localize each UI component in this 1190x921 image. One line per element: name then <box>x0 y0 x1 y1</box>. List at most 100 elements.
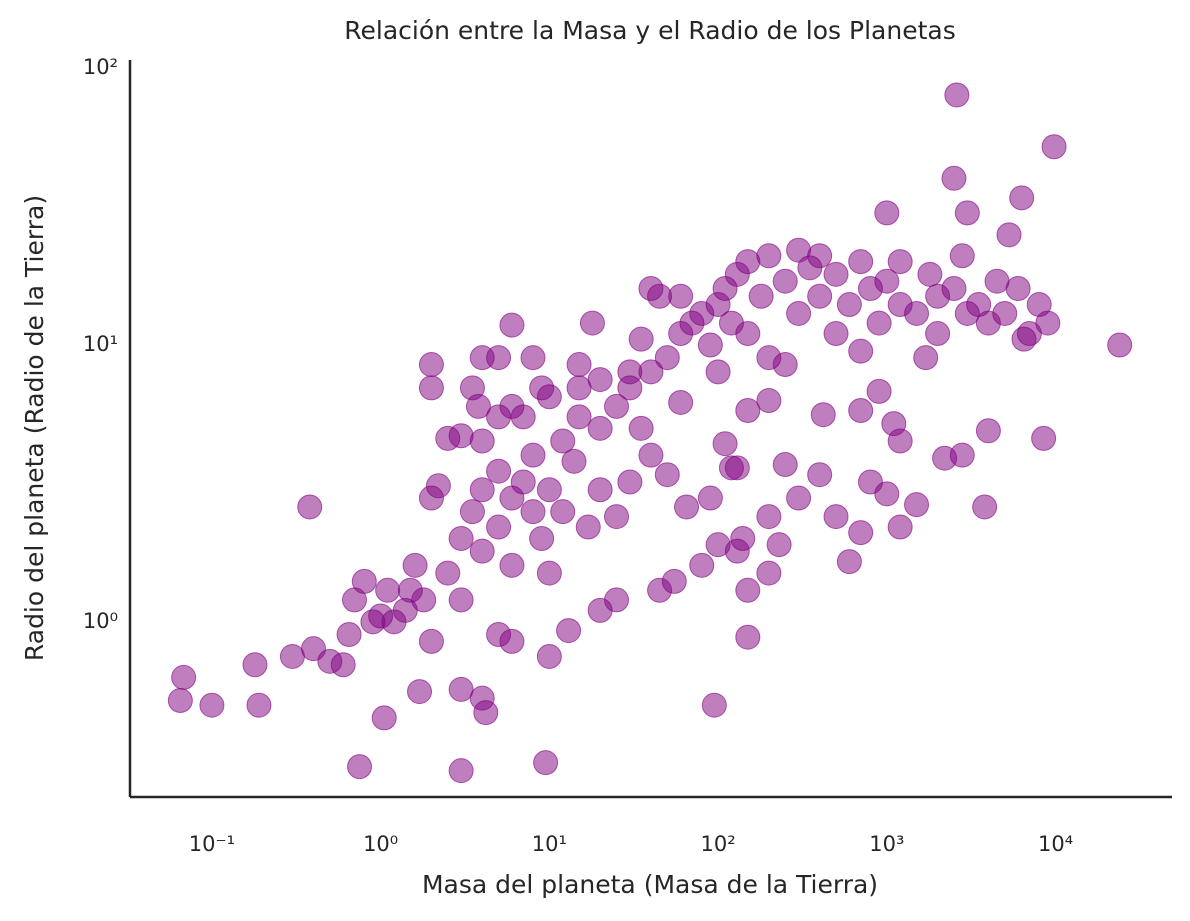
point <box>996 222 1022 248</box>
point <box>917 261 943 287</box>
x-tick-label: 10⁰ <box>363 832 398 856</box>
x-axis-label: Masa del planeta (Masa de la Tierra) <box>422 870 878 899</box>
point <box>848 520 874 546</box>
point <box>705 359 731 385</box>
point <box>925 321 951 347</box>
point <box>371 705 397 731</box>
point <box>697 485 723 511</box>
point <box>536 643 562 669</box>
point <box>975 418 1001 444</box>
point <box>604 393 630 419</box>
point <box>459 499 485 525</box>
point <box>167 687 193 713</box>
point <box>866 310 892 336</box>
point <box>499 552 525 578</box>
point <box>587 477 613 503</box>
point <box>1011 326 1037 352</box>
point <box>874 481 900 507</box>
point <box>941 275 967 301</box>
point <box>425 473 451 499</box>
point <box>499 628 525 654</box>
point <box>347 754 373 780</box>
point <box>848 249 874 275</box>
point <box>836 549 862 575</box>
point <box>536 384 562 410</box>
point <box>448 587 474 613</box>
point <box>473 700 499 726</box>
point <box>556 618 582 644</box>
point <box>561 448 587 474</box>
point <box>954 200 980 226</box>
point <box>550 499 576 525</box>
point <box>617 375 643 401</box>
point <box>486 514 512 540</box>
point <box>1009 185 1035 211</box>
point <box>941 165 967 191</box>
point <box>756 504 782 530</box>
point <box>407 679 433 705</box>
point <box>807 283 833 309</box>
point <box>604 504 630 530</box>
point <box>469 477 495 503</box>
point <box>418 375 444 401</box>
point <box>654 462 680 488</box>
y-tick-label: 10² <box>83 55 118 79</box>
point <box>336 622 362 648</box>
point <box>587 415 613 441</box>
point <box>533 750 559 776</box>
point <box>469 538 495 564</box>
point <box>617 469 643 495</box>
point <box>836 292 862 318</box>
point <box>536 560 562 586</box>
point <box>418 352 444 378</box>
point <box>823 321 849 347</box>
point <box>772 268 798 294</box>
x-tick-label: 10⁴ <box>1038 832 1073 856</box>
point <box>786 485 812 511</box>
y-tick-label: 10⁰ <box>83 609 118 633</box>
point <box>748 283 774 309</box>
point <box>807 243 833 269</box>
point <box>604 587 630 613</box>
point <box>628 326 654 352</box>
point <box>566 352 592 378</box>
point <box>566 404 592 430</box>
point <box>874 200 900 226</box>
point <box>810 402 836 428</box>
point <box>351 568 377 594</box>
point <box>520 345 546 371</box>
point <box>984 268 1010 294</box>
point <box>904 492 930 518</box>
point <box>944 82 970 108</box>
x-tick-label: 10¹ <box>532 832 567 856</box>
points <box>167 82 1133 784</box>
point <box>949 243 975 269</box>
point <box>499 312 525 338</box>
point <box>246 692 272 718</box>
point <box>448 423 474 449</box>
point <box>661 568 687 594</box>
point <box>756 388 782 414</box>
point <box>972 494 998 520</box>
point <box>465 393 491 419</box>
point <box>874 268 900 294</box>
point <box>411 587 437 613</box>
point <box>1107 332 1133 358</box>
point <box>674 494 700 520</box>
point <box>550 428 576 454</box>
point <box>520 499 546 525</box>
point <box>992 300 1018 326</box>
point <box>689 552 715 578</box>
point <box>786 300 812 326</box>
point <box>772 352 798 378</box>
point <box>848 397 874 423</box>
point <box>913 345 939 371</box>
point <box>469 428 495 454</box>
point <box>730 526 756 552</box>
point <box>587 367 613 393</box>
point <box>1041 134 1067 160</box>
point <box>823 504 849 530</box>
chart-title: Relación entre la Masa y el Radio de los… <box>344 16 956 45</box>
point <box>735 249 761 275</box>
point <box>171 664 197 690</box>
